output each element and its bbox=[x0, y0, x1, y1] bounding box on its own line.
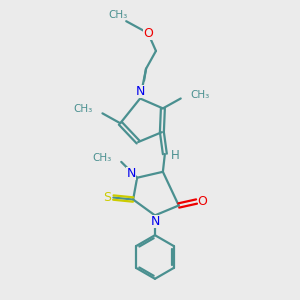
Text: O: O bbox=[198, 195, 207, 208]
Text: H: H bbox=[170, 149, 179, 162]
Text: CH₃: CH₃ bbox=[73, 104, 92, 114]
Text: N: N bbox=[150, 215, 160, 228]
Text: N: N bbox=[135, 85, 145, 98]
Text: CH₃: CH₃ bbox=[92, 153, 111, 163]
Text: N: N bbox=[127, 167, 136, 180]
Text: S: S bbox=[103, 191, 111, 204]
Text: CH₃: CH₃ bbox=[190, 89, 210, 100]
Text: O: O bbox=[143, 27, 153, 40]
Text: CH₃: CH₃ bbox=[109, 10, 128, 20]
